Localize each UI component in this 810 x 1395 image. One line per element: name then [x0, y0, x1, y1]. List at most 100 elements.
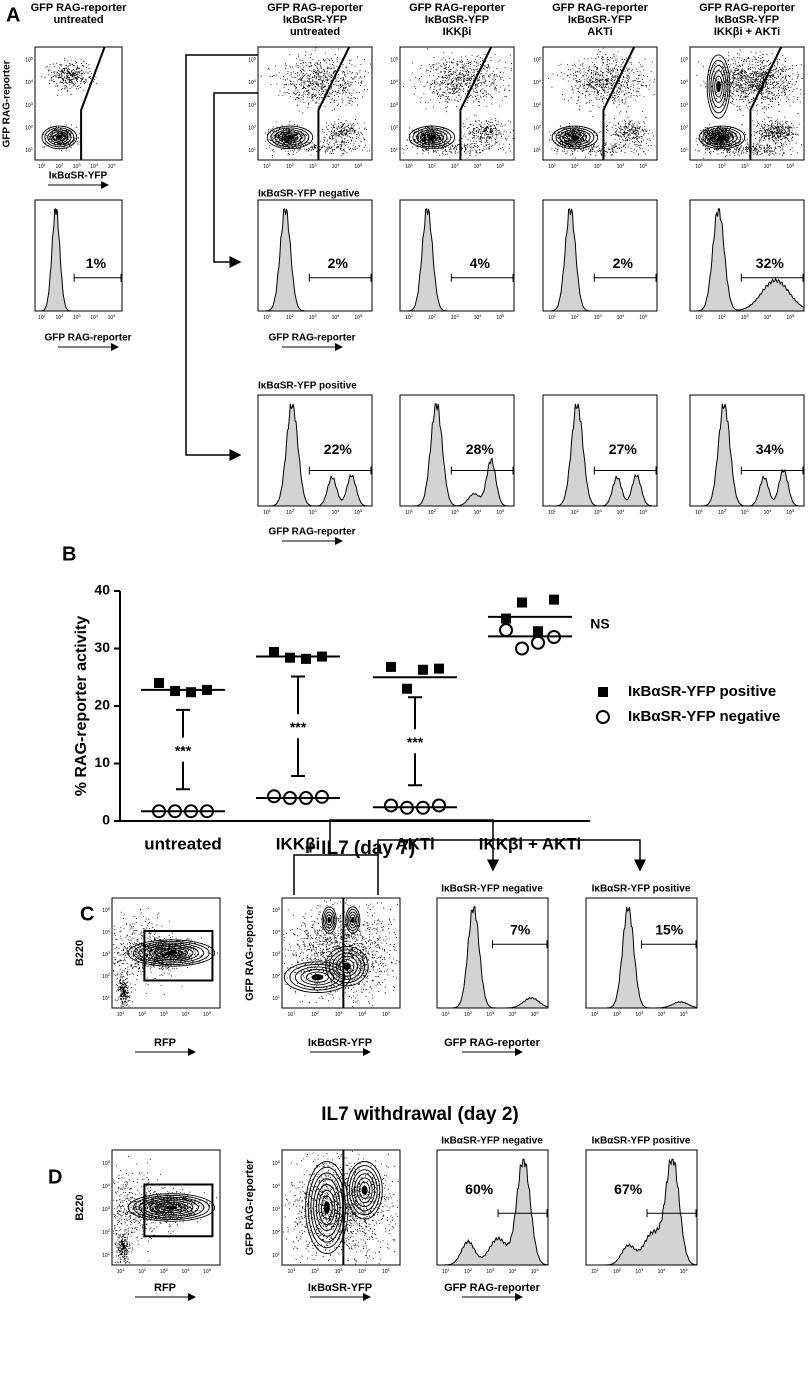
tick-base: 10: [102, 909, 108, 915]
x-tick-label: 104: [658, 1267, 667, 1275]
histogram: [437, 906, 549, 1009]
tick-exponent: 2: [292, 508, 295, 513]
tick-base: 10: [680, 1012, 686, 1018]
tick-exponent: 3: [340, 1267, 343, 1272]
tick-base: 10: [102, 997, 108, 1003]
tick-exponent: 5: [686, 56, 689, 61]
x-tick-label: 102: [464, 1010, 473, 1018]
tick-base: 10: [382, 1012, 388, 1018]
x-tick-label: 105: [786, 508, 795, 516]
legend-label: IκBαSR-YFP negative: [628, 708, 780, 725]
tick-exponent: 3: [492, 1267, 495, 1272]
contour: [138, 942, 205, 964]
contour: [342, 962, 351, 970]
tick-exponent: 4: [108, 1182, 111, 1187]
tick-exponent: 2: [292, 162, 295, 167]
tick-exponent: 3: [456, 162, 459, 167]
column-title: untreated: [290, 26, 340, 38]
tick-base: 10: [405, 315, 411, 321]
x-tick-label: 105: [108, 162, 117, 170]
x-tick-label: 104: [617, 313, 626, 321]
column-title: untreated: [53, 14, 103, 26]
tick-exponent: 3: [746, 313, 749, 318]
tick-exponent: 2: [577, 162, 580, 167]
tick-base: 10: [332, 510, 338, 516]
y-tick-label: 101: [680, 146, 689, 154]
y-axis-label: B220: [74, 1194, 86, 1220]
y-tick-label: 10: [94, 754, 110, 770]
contour: [44, 127, 75, 148]
tick-base: 10: [533, 126, 539, 132]
contour: [346, 1161, 383, 1220]
tick-base: 10: [286, 315, 292, 321]
tick-base: 10: [718, 315, 724, 321]
tick-base: 10: [248, 126, 254, 132]
tick-base: 10: [428, 164, 434, 170]
x-tick-label: 103: [451, 508, 460, 516]
tick-exponent: 1: [411, 162, 414, 167]
panel-label: A: [6, 4, 20, 26]
tick-base: 10: [248, 80, 254, 86]
x-tick-label: 101: [695, 508, 704, 516]
tick-base: 10: [288, 1269, 294, 1275]
gate-percent: 34%: [756, 441, 785, 457]
y-tick-label: 103: [272, 950, 281, 958]
tick-exponent: 4: [622, 508, 625, 513]
tick-exponent: 5: [113, 313, 116, 318]
gate-percent: 32%: [756, 255, 785, 271]
tick-base: 10: [613, 1269, 619, 1275]
contour: [359, 1181, 371, 1199]
x-axis-label: RFP: [154, 1282, 176, 1294]
tick-base: 10: [263, 510, 269, 516]
contour: [354, 1173, 376, 1208]
tick-exponent: 1: [539, 146, 542, 151]
sig-bracket: [176, 708, 190, 791]
tick-exponent: 1: [554, 508, 557, 513]
tick-base: 10: [73, 164, 79, 170]
tick-base: 10: [272, 909, 278, 915]
x-tick-label: 105: [108, 313, 117, 321]
tick-exponent: 5: [388, 1010, 391, 1015]
tick-exponent: 5: [360, 162, 363, 167]
gate-percent: 7%: [510, 922, 531, 938]
y-tick-label: 105: [248, 56, 257, 64]
contour: [350, 916, 355, 924]
x-tick-label: 101: [263, 162, 272, 170]
tick-exponent: 4: [278, 928, 281, 933]
tick-base: 10: [741, 510, 747, 516]
contour: [289, 963, 346, 991]
tick-exponent: 3: [254, 101, 257, 106]
y-tick-label: 101: [102, 994, 111, 1002]
point: [384, 798, 398, 813]
tick-exponent: 5: [278, 1159, 281, 1164]
tick-exponent: 3: [314, 162, 317, 167]
contour: [307, 1166, 346, 1249]
tick-base: 10: [486, 1269, 492, 1275]
tick-base: 10: [102, 1161, 108, 1167]
tick-base: 10: [591, 1269, 597, 1275]
x-tick-label: 101: [548, 313, 557, 321]
tick-base: 10: [90, 164, 96, 170]
point: [269, 646, 279, 657]
tick-exponent: 4: [539, 78, 542, 83]
point: [170, 686, 180, 697]
contour: [710, 131, 734, 144]
tick-exponent: 3: [314, 313, 317, 318]
x-tick-label: 105: [639, 313, 648, 321]
x-tick-label: 105: [531, 1010, 540, 1018]
gate: [459, 46, 493, 160]
tick-exponent: 4: [686, 78, 689, 83]
tick-exponent: 2: [108, 1228, 111, 1233]
contour: [149, 1200, 194, 1215]
x-axis-label: GFP RAG-reporter: [268, 333, 355, 344]
tick-base: 10: [741, 315, 747, 321]
tick-exponent: 5: [254, 56, 257, 61]
histogram: [543, 208, 657, 312]
x-axis-label: IκBαSR-YFP: [308, 1282, 372, 1294]
y-tick-label: 101: [272, 994, 281, 1002]
tick-exponent: 3: [78, 313, 81, 318]
y-tick-label: 104: [25, 78, 34, 86]
contour: [318, 1189, 336, 1226]
x-tick-label: 104: [90, 313, 99, 321]
tick-base: 10: [311, 1012, 317, 1018]
